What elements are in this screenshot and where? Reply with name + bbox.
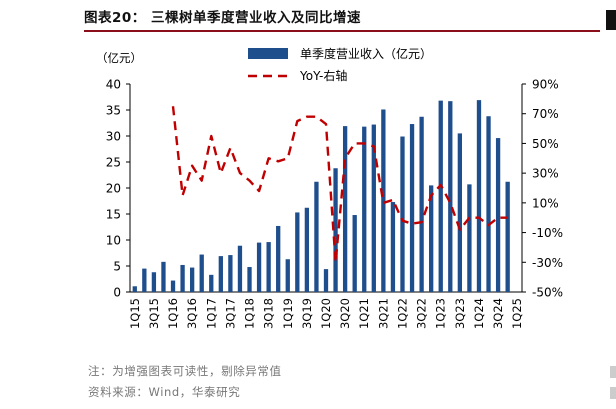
right-tick-label: 30% xyxy=(532,167,559,181)
left-tick-label: 40 xyxy=(106,78,121,92)
x-tick-label: 1Q15 xyxy=(128,298,142,329)
x-tick-label: 1Q18 xyxy=(243,298,257,329)
revenue-bar xyxy=(448,101,453,292)
revenue-bar xyxy=(419,116,424,292)
revenue-bar xyxy=(170,280,176,292)
right-tick-label: 50% xyxy=(532,137,559,151)
x-tick-label: 3Q16 xyxy=(185,298,199,329)
revenue-bar xyxy=(199,254,204,292)
revenue-bar xyxy=(228,255,233,292)
revenue-bar xyxy=(132,286,137,292)
revenue-bar xyxy=(409,124,415,292)
x-tick-label: 3Q18 xyxy=(262,298,276,329)
footnote: 注：为增强图表可读性，剔除异常值 xyxy=(88,364,282,378)
revenue-bar xyxy=(438,100,443,292)
x-tick-label: 3Q23 xyxy=(453,298,467,329)
revenue-bar xyxy=(476,100,482,293)
left-tick-label: 5 xyxy=(113,260,121,274)
revenue-bar xyxy=(390,202,396,292)
left-axis-unit: （亿元） xyxy=(96,51,142,65)
x-tick-label: 1Q22 xyxy=(395,298,409,329)
adjacent-page-edge-foot xyxy=(610,366,616,378)
revenue-bar xyxy=(457,133,463,292)
right-tick-label: -10% xyxy=(532,226,563,240)
adjacent-page-edge-foot xyxy=(610,387,616,399)
revenue-bar xyxy=(295,212,300,292)
right-tick-label: -50% xyxy=(532,286,563,300)
yoy-line xyxy=(171,106,508,264)
left-tick-label: 35 xyxy=(106,104,121,118)
x-tick-label: 1Q25 xyxy=(510,298,524,329)
revenue-bar xyxy=(400,136,405,292)
revenue-bar xyxy=(266,242,271,292)
revenue-bar xyxy=(189,267,195,292)
x-tick-label: 3Q20 xyxy=(338,298,352,329)
title-bar: 图表20： 三棵树单季度营业收入及同比增速 xyxy=(84,4,600,32)
source-note: 资料来源：Wind，华泰研究 xyxy=(88,385,241,399)
legend-swatch-revenue xyxy=(248,48,288,59)
legend-label-yoy: YoY-右轴 xyxy=(299,68,347,83)
revenue-bar xyxy=(486,116,491,293)
right-tick-label: 10% xyxy=(532,196,559,210)
revenue-bar xyxy=(142,268,147,292)
x-tick-label: 3Q21 xyxy=(376,298,390,329)
x-tick-label: 1Q19 xyxy=(281,298,295,329)
x-tick-label: 1Q23 xyxy=(434,298,448,329)
revenue-bar xyxy=(342,126,348,293)
revenue-bar xyxy=(304,207,310,292)
revenue-bar xyxy=(237,245,243,292)
x-tick-label: 3Q24 xyxy=(491,298,505,329)
x-tick-label: 1Q20 xyxy=(319,298,333,329)
x-tick-label: 1Q17 xyxy=(204,298,218,329)
left-tick-label: 25 xyxy=(106,156,121,170)
x-tick-label: 3Q17 xyxy=(223,298,237,329)
revenue-bar xyxy=(333,168,338,292)
revenue-bar xyxy=(381,109,386,292)
revenue-bar xyxy=(314,181,319,292)
revenue-bar xyxy=(285,259,290,292)
revenue-bar xyxy=(505,181,510,292)
x-tick-label: 1Q24 xyxy=(472,298,486,329)
adjacent-page-edge xyxy=(606,10,616,30)
revenue-bar xyxy=(323,269,329,292)
revenue-bar xyxy=(151,272,157,292)
x-tick-label: 3Q19 xyxy=(300,298,314,329)
revenue-bar xyxy=(276,225,281,292)
revenue-bar xyxy=(247,267,252,292)
x-tick-label: 1Q16 xyxy=(166,298,180,329)
revenue-bar xyxy=(371,124,376,292)
revenue-bar xyxy=(161,261,166,292)
revenue-bar xyxy=(180,264,185,292)
left-tick-label: 0 xyxy=(113,286,121,300)
right-tick-label: 70% xyxy=(532,107,559,121)
x-tick-label: 1Q21 xyxy=(357,298,371,329)
legend-label-revenue: 单季度营业收入（亿元） xyxy=(300,46,432,61)
revenue-bar xyxy=(218,256,223,292)
left-tick-label: 15 xyxy=(106,208,121,222)
revenue-bar xyxy=(362,126,367,292)
revenue-bar xyxy=(209,274,214,292)
revenue-bar xyxy=(256,242,262,292)
chart-title: 图表20： 三棵树单季度营业收入及同比增速 xyxy=(84,10,361,26)
revenue-bar xyxy=(429,185,434,292)
revenue-bar xyxy=(495,138,501,292)
x-tick-label: 3Q22 xyxy=(415,298,429,329)
x-tick-label: 3Q15 xyxy=(147,298,161,329)
left-tick-label: 10 xyxy=(106,234,121,248)
revenue-bar xyxy=(467,184,472,292)
right-tick-label: 90% xyxy=(532,78,559,92)
revenue-bar xyxy=(352,215,357,292)
right-tick-label: -30% xyxy=(532,256,563,270)
left-tick-label: 20 xyxy=(106,182,121,196)
left-tick-label: 30 xyxy=(106,130,121,144)
